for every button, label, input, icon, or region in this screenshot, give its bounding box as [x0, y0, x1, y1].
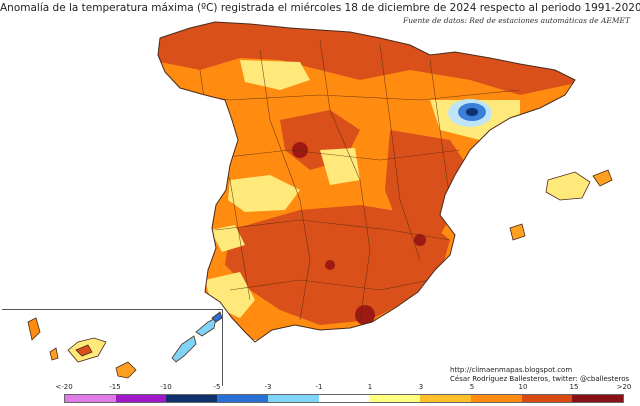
legend-swatch	[470, 395, 522, 402]
legend-label: -10	[160, 383, 172, 391]
legend-swatch	[267, 395, 319, 402]
legend-label: 5	[469, 383, 475, 391]
legend-label: -3	[264, 383, 272, 391]
legend-swatch	[572, 395, 624, 402]
baleares-islands	[509, 169, 613, 241]
legend-swatch	[521, 395, 573, 402]
legend-label: -1	[315, 383, 323, 391]
peninsula-region	[158, 22, 575, 340]
legend-swatch	[369, 395, 421, 402]
legend-swatch	[115, 395, 167, 402]
data-source-note: Fuente de datos: Red de estaciones autom…	[402, 16, 630, 25]
legend-swatch	[65, 395, 116, 402]
legend-label: 3	[418, 383, 424, 391]
map-title: Anomalía de la temperatura máxima (ºC) r…	[0, 2, 640, 14]
legend-label: >20	[616, 383, 632, 391]
legend-colorbar: <-20 -15 -10 -5 -3 -1 1 3 5 10 15 >20	[0, 383, 640, 406]
legend-label: 1	[367, 383, 373, 391]
legend-label: 15	[569, 383, 579, 391]
legend-label: <-20	[55, 383, 73, 391]
legend-swatch	[420, 395, 471, 402]
legend-swatch	[217, 395, 268, 402]
canarias-islands	[27, 311, 223, 379]
legend-label: -15	[109, 383, 121, 391]
credit-url: http://climaenmapas.blogspot.com	[450, 366, 573, 374]
legend-label: -5	[213, 383, 221, 391]
legend-swatch	[318, 395, 370, 402]
legend-swatch	[166, 395, 218, 402]
canarias-inset	[2, 309, 223, 386]
credit-author: César Rodríguez Ballesteros, twitter: @c…	[450, 375, 630, 383]
legend-bar	[64, 394, 624, 403]
legend-label: 10	[518, 383, 528, 391]
